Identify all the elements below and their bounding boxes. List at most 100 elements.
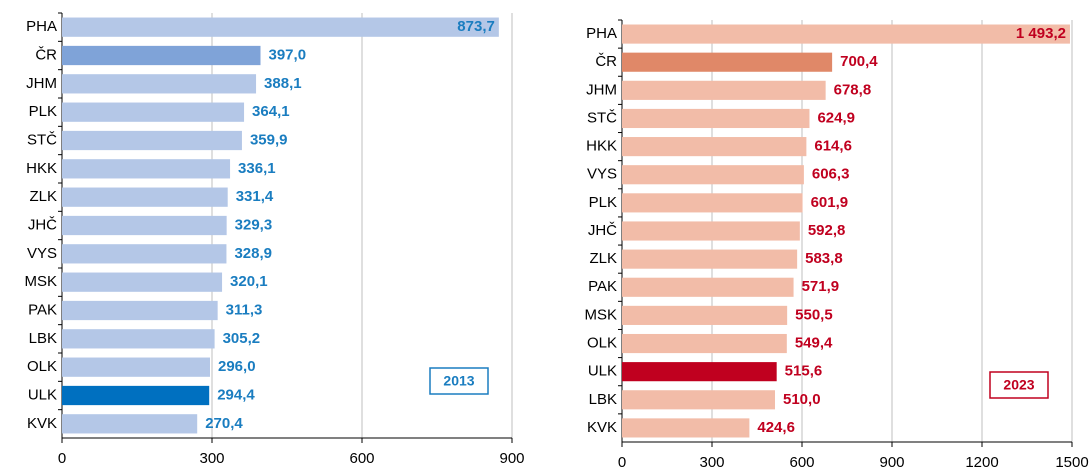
value-label: 397,0 (269, 46, 307, 63)
bar (622, 333, 787, 354)
bar (622, 418, 750, 438)
bar (62, 74, 257, 94)
y-tick-label: PLK (29, 103, 57, 120)
value-label: 320,1 (230, 273, 268, 290)
bar (62, 329, 215, 349)
bar (62, 102, 245, 122)
x-tick-label: 900 (879, 454, 904, 468)
value-label: 614,6 (814, 138, 852, 155)
y-tick-label: PHA (26, 18, 57, 35)
x-tick-label: 600 (789, 454, 814, 468)
value-label: 424,6 (757, 419, 795, 436)
value-label: 270,4 (205, 415, 243, 432)
y-tick-label: VYS (587, 166, 617, 183)
value-label: 296,0 (218, 358, 256, 375)
bar (622, 165, 804, 185)
annotation-box (429, 367, 489, 395)
y-tick-label: MSK (24, 273, 57, 290)
bar (622, 305, 788, 325)
y-tick-label: PAK (588, 278, 617, 295)
value-label: 336,1 (238, 160, 276, 177)
bar (62, 300, 218, 321)
value-label: 583,8 (805, 250, 843, 267)
value-label: 329,3 (235, 216, 273, 233)
y-tick-label: ZLK (589, 250, 617, 267)
x-tick-label: 0 (58, 450, 66, 467)
y-tick-label: STČ (587, 109, 617, 126)
y-tick-label: VYS (27, 245, 57, 262)
x-tick-label: 0 (618, 454, 626, 468)
x-tick-label: 1200 (965, 454, 998, 468)
y-tick-label: ULK (28, 386, 57, 403)
bar (622, 390, 775, 410)
bar (622, 221, 800, 241)
annotation: 2023 (1003, 377, 1034, 393)
y-tick-label: JHČ (28, 216, 57, 233)
bar (622, 137, 807, 157)
bar (62, 414, 198, 434)
value-label: 624,9 (817, 109, 855, 126)
value-label: 359,9 (250, 131, 288, 148)
bar (622, 193, 803, 213)
bar (622, 277, 794, 297)
annotation-box (989, 371, 1049, 399)
y-tick-label: KVK (587, 419, 617, 436)
bar (62, 272, 223, 292)
value-label: 388,1 (264, 75, 302, 92)
y-tick-label: ULK (588, 363, 617, 380)
bar (62, 244, 227, 264)
value-label: 364,1 (252, 103, 290, 120)
x-tick-label: 900 (499, 450, 524, 467)
y-tick-label: ZLK (29, 188, 57, 205)
y-tick-label: KVK (27, 415, 57, 432)
y-tick-label: STČ (27, 131, 57, 148)
value-label: 700,4 (840, 53, 878, 70)
y-tick-label: OLK (27, 358, 57, 375)
value-label: 549,4 (795, 335, 833, 352)
value-label: 515,6 (785, 363, 823, 380)
bar (622, 52, 833, 72)
y-tick-label: LBK (589, 391, 617, 408)
x-tick-label: 300 (699, 454, 724, 468)
value-label: 294,4 (217, 386, 255, 403)
value-label: 592,8 (808, 222, 846, 239)
value-label: 331,4 (236, 188, 274, 205)
annotation: 2013 (443, 373, 474, 389)
y-tick-label: JHM (586, 81, 617, 98)
bar (62, 215, 227, 236)
y-tick-label: JHČ (588, 222, 617, 239)
y-tick-label: MSK (584, 306, 617, 323)
y-tick-label: HKK (26, 160, 57, 177)
x-tick-label: 1500 (1055, 454, 1088, 468)
value-label: 601,9 (811, 194, 849, 211)
bar (62, 159, 231, 179)
bar (62, 45, 261, 66)
y-tick-label: ČR (35, 46, 57, 63)
y-tick-label: PAK (28, 301, 57, 318)
y-tick-label: ČR (595, 53, 617, 70)
bar (62, 385, 210, 406)
x-tick-label: 300 (199, 450, 224, 467)
value-label: 1 493,2 (1016, 25, 1066, 42)
value-label: 678,8 (834, 81, 872, 98)
bar (622, 108, 810, 129)
value-label: 311,3 (226, 301, 263, 318)
value-label: 550,5 (795, 306, 833, 323)
y-tick-label: PHA (586, 25, 617, 42)
value-label: 606,3 (812, 166, 850, 183)
value-label: 305,2 (223, 330, 261, 347)
y-tick-label: JHM (26, 75, 57, 92)
x-tick-label: 600 (349, 450, 374, 467)
bar (62, 130, 242, 151)
bar (622, 362, 777, 382)
value-label: 873,7 (457, 18, 495, 35)
bar (62, 187, 228, 207)
value-label: 510,0 (783, 391, 821, 408)
bar (622, 24, 1070, 44)
bar (62, 17, 499, 37)
y-tick-label: PLK (589, 194, 617, 211)
y-tick-label: HKK (586, 138, 617, 155)
bar (622, 80, 826, 100)
y-tick-label: LBK (29, 330, 57, 347)
